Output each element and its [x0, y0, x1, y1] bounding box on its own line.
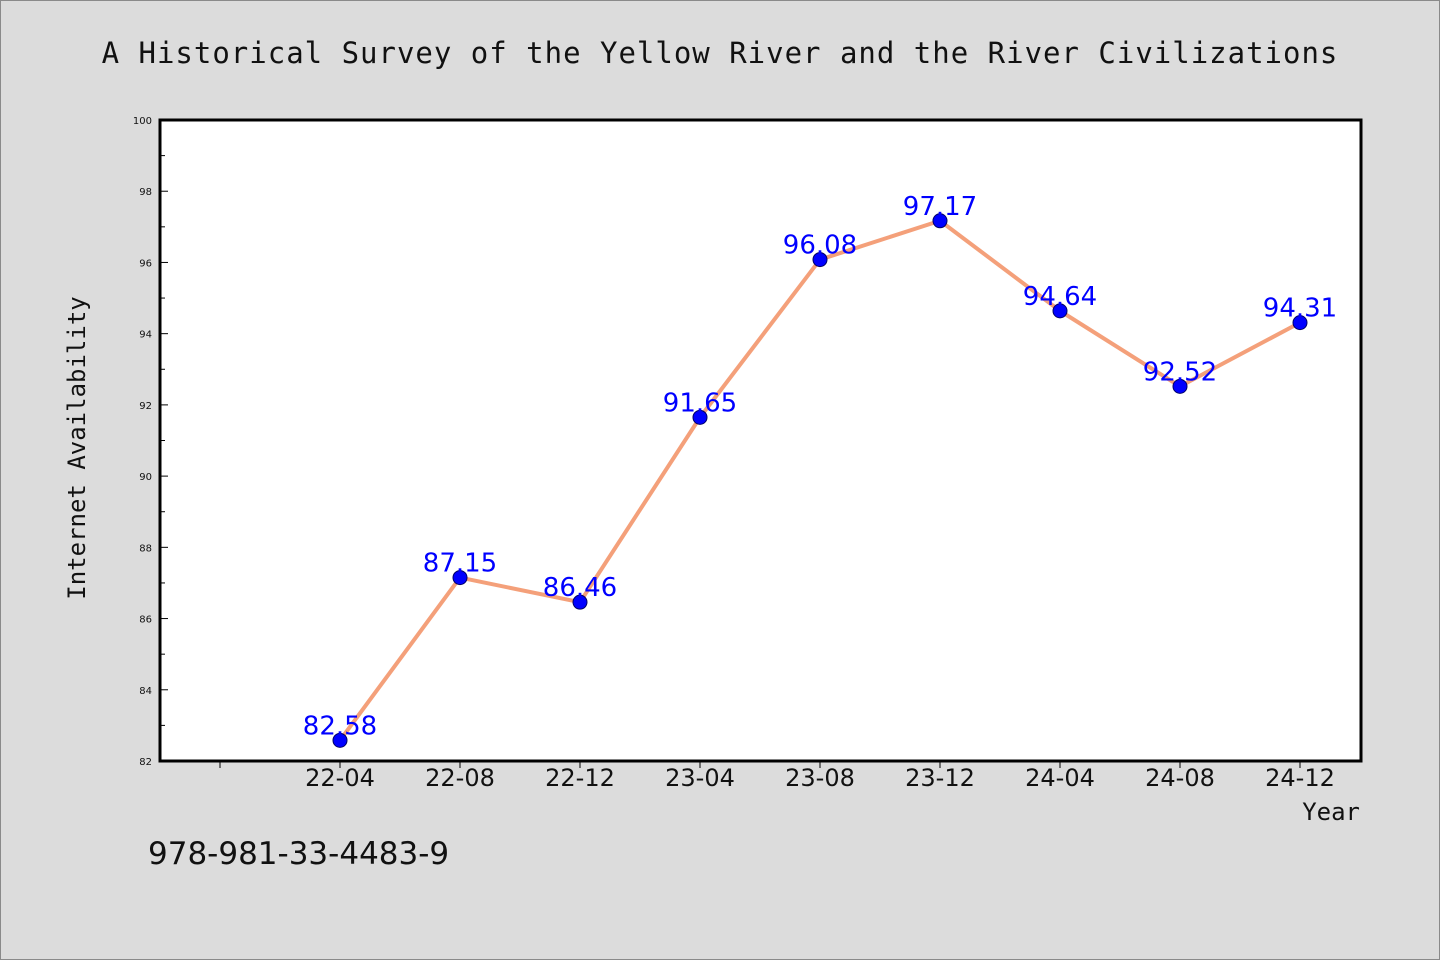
chart-title: A Historical Survey of the Yellow River … [102, 36, 1339, 70]
data-point [1292, 315, 1308, 331]
y-tick-label: 98 [139, 187, 152, 198]
data-point [1052, 303, 1068, 319]
y-axis: 82 84 86 88 90 92 94 96 98 100 [133, 116, 168, 768]
data-label: 97.17 [903, 192, 977, 222]
data-label: 82.58 [303, 711, 377, 741]
y-tick-label: 92 [139, 401, 152, 412]
data-point [1172, 378, 1188, 394]
data-label: 87.15 [423, 549, 497, 579]
data-point [452, 570, 468, 586]
data-label: 92.52 [1143, 357, 1217, 387]
data-label: 94.31 [1263, 294, 1337, 324]
data-label: 86.46 [543, 573, 617, 603]
y-tick-label: 90 [139, 472, 152, 483]
y-tick-label: 86 [139, 615, 152, 626]
x-tick-label: 24-04 [1025, 764, 1095, 792]
y-tick-label: 88 [139, 543, 152, 554]
y-axis-label: Internet Availability [63, 296, 91, 599]
data-point [572, 594, 588, 610]
data-point [812, 252, 828, 268]
x-axis: 22-04 22-08 22-12 23-04 23-08 23-12 24-04 24-08… [219, 761, 1335, 792]
x-tick-label: 24-08 [1145, 764, 1215, 792]
data-label: 94.64 [1023, 282, 1097, 312]
x-tick-label: 23-08 [785, 764, 855, 792]
x-axis-label: Year [1302, 798, 1360, 826]
x-tick-label: 22-12 [545, 764, 615, 792]
y-tick-label: 84 [139, 686, 152, 697]
plot-area [158, 118, 1363, 763]
y-tick-label: 100 [133, 116, 152, 127]
data-label: 96.08 [783, 231, 857, 261]
y-tick-label: 96 [139, 258, 152, 269]
y-tick-label: 82 [139, 757, 152, 768]
series-layer: 82.58 87.15 86.46 91.65 96.08 97.17 94.64 92.52… [303, 192, 1337, 748]
x-tick-label: 23-12 [905, 764, 975, 792]
data-point [932, 213, 948, 229]
data-point [332, 732, 348, 748]
x-tick-label: 22-08 [425, 764, 495, 792]
x-tick-label: 23-04 [665, 764, 735, 792]
y-tick-label: 94 [139, 330, 152, 341]
data-label: 91.65 [663, 388, 737, 418]
isbn-text: 978-981-33-4483-9 [148, 836, 449, 872]
x-tick-label: 22-04 [305, 764, 375, 792]
x-tick-label: 24-12 [1265, 764, 1335, 792]
data-point [692, 409, 708, 425]
